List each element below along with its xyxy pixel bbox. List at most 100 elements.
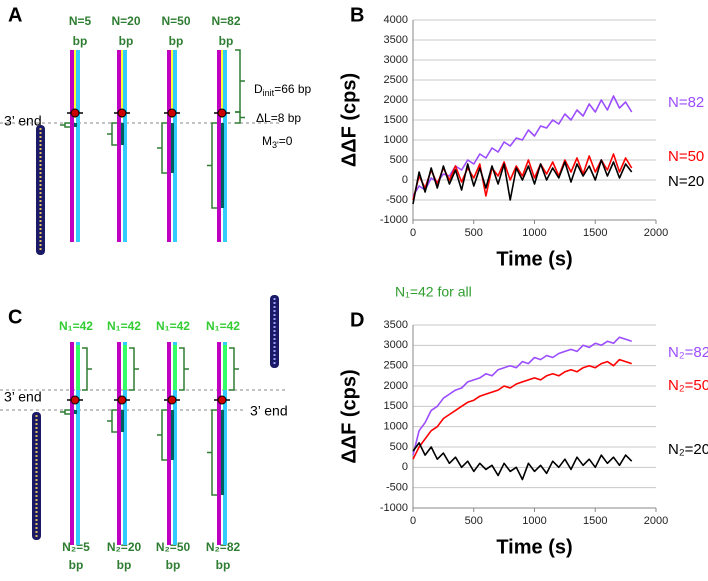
end-label: 3’ end — [250, 403, 288, 419]
d-init-rest: =66 bp — [274, 82, 311, 96]
strand-unit: bp — [219, 34, 234, 48]
bottom-unit: bp — [69, 558, 84, 572]
series-line — [412, 442, 633, 481]
bracket — [129, 347, 139, 391]
strand-magenta — [217, 50, 221, 242]
series-label: N₂=50 — [668, 377, 708, 394]
series-label: N₂=82 — [668, 344, 708, 361]
strand-yellow — [74, 50, 76, 118]
x-axis-label: Time (s) — [496, 248, 572, 270]
series-line — [412, 153, 633, 201]
strand-cyan — [123, 50, 127, 242]
strand-yellow — [171, 50, 173, 118]
strand-cyan — [76, 342, 80, 545]
strand-green — [121, 123, 124, 145]
bracket — [107, 122, 117, 146]
bracket — [157, 122, 167, 174]
bottom-unit: bp — [117, 558, 132, 572]
bottom-unit: bp — [216, 558, 231, 572]
y-tick-label: 1500 — [384, 400, 408, 412]
strand-lightgreen — [76, 345, 80, 390]
d-init-label: Dinit=66 bp — [254, 82, 312, 98]
bracket — [60, 122, 70, 128]
m3-label: M3'=0 — [262, 134, 293, 150]
bracket — [179, 347, 189, 391]
strand-green — [221, 410, 224, 495]
m3-rest: =0 — [279, 134, 293, 148]
x-tick-label: 1000 — [522, 515, 546, 527]
y-tick-label: -500 — [386, 482, 408, 494]
y-tick-label: 3000 — [384, 54, 408, 66]
panel-label: D — [350, 309, 364, 331]
strand-green — [74, 123, 77, 127]
strand-magenta — [167, 50, 171, 242]
fluorophore — [70, 395, 80, 405]
fluorophore — [117, 395, 127, 405]
strand-green — [171, 123, 174, 173]
strand-cyan — [223, 50, 227, 242]
top-label: N₁=42 — [59, 319, 93, 333]
strand-lightgreen — [223, 345, 227, 390]
fluorophore — [167, 108, 177, 118]
strand-cyan — [173, 50, 177, 242]
series-line — [412, 358, 632, 460]
y-tick-label: -1000 — [380, 214, 408, 226]
strand-unit: bp — [73, 34, 88, 48]
x-tick-label: 1000 — [522, 227, 546, 239]
y-tick-label: 0 — [402, 174, 408, 186]
x-tick-label: 500 — [465, 227, 483, 239]
strand-cyan — [173, 342, 177, 545]
bracket — [229, 347, 239, 391]
strand-lightgreen — [173, 345, 177, 390]
d-init-main: D — [254, 82, 263, 96]
y-tick-label: -500 — [386, 194, 408, 206]
strand-label: N=5 — [69, 14, 92, 28]
y-tick-label: 1500 — [384, 114, 408, 126]
y-tick-label: -1000 — [380, 502, 408, 514]
strand-cyan — [123, 342, 127, 545]
strand-green — [171, 410, 174, 460]
strand-cyan — [76, 50, 80, 242]
strand-green — [121, 410, 124, 432]
strand-magenta — [167, 342, 171, 545]
y-tick-label: 0 — [402, 461, 408, 473]
x-tick-label: 500 — [465, 515, 483, 527]
strand-magenta — [217, 342, 221, 545]
m3-main: M — [262, 134, 272, 148]
series-label: N=50 — [668, 148, 704, 165]
y-tick-label: 3500 — [384, 319, 408, 331]
bottom-label: N₂=20 — [107, 540, 142, 554]
delta-l-label: ΔL=8 bp — [256, 111, 301, 125]
y-tick-label: 4000 — [384, 14, 408, 26]
end-label: 3’ end — [4, 113, 42, 129]
strand-green — [221, 123, 224, 208]
series-line — [412, 159, 633, 205]
strand-magenta — [70, 50, 74, 242]
y-tick-label: 3500 — [384, 34, 408, 46]
bracket — [82, 347, 92, 391]
d-init-sub: init — [263, 88, 275, 98]
y-tick-label: 2000 — [384, 380, 408, 392]
y-tick-label: 500 — [390, 441, 408, 453]
x-tick-label: 1500 — [583, 515, 607, 527]
bracket — [235, 111, 245, 124]
x-tick-label: 1500 — [583, 227, 607, 239]
y-axis-label: ΔΔF (cps) — [338, 369, 360, 463]
y-tick-label: 3000 — [384, 339, 408, 351]
fluorophore — [70, 108, 80, 118]
strand-lightgreen — [123, 345, 127, 390]
bracket — [107, 409, 117, 433]
series-label: N=20 — [668, 173, 704, 190]
panel-label: B — [350, 4, 364, 26]
bracket — [207, 409, 217, 496]
bottom-unit: bp — [166, 558, 181, 572]
bracket — [207, 122, 217, 209]
series-line — [412, 336, 632, 456]
m3-sub: 3' — [272, 140, 279, 150]
x-tick-label: 2000 — [644, 227, 668, 239]
x-tick-label: 2000 — [644, 515, 668, 527]
y-tick-label: 2500 — [384, 360, 408, 372]
y-tick-label: 1000 — [384, 421, 408, 433]
series-line — [412, 95, 633, 197]
